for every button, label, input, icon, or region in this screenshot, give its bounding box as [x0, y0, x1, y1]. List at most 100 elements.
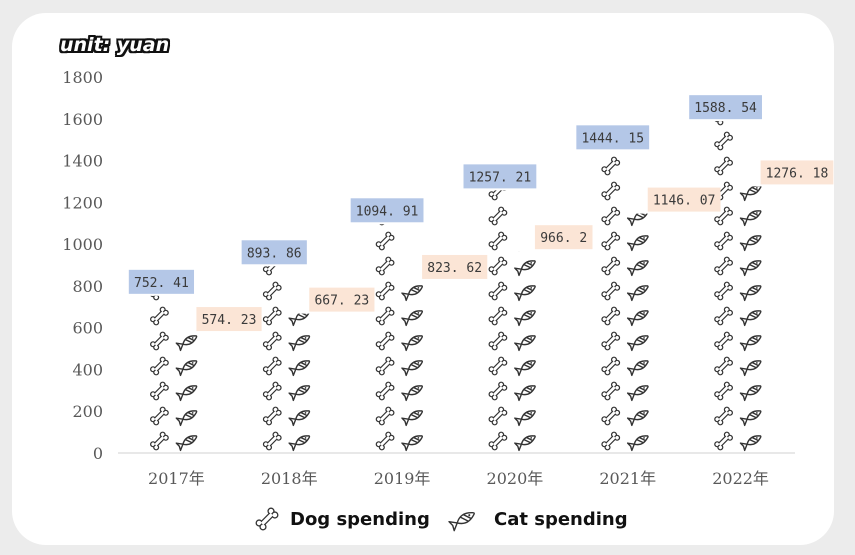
x-tick-label: 2021年: [599, 469, 656, 488]
x-axis: 2017年 2018年 2019年 2020年 2021年 2022年: [118, 452, 795, 488]
fish-icon: [514, 360, 536, 377]
y-tick-label: 1200: [62, 193, 103, 212]
bone-icon: [375, 306, 395, 326]
bone-icon: [714, 256, 733, 276]
bone-icon: [488, 431, 508, 451]
bone-icon: [488, 190, 508, 201]
fish-icon: [448, 511, 475, 532]
fish-icon: [288, 385, 311, 402]
fish-icon: [175, 435, 198, 452]
bone-icon: [150, 431, 169, 451]
fish-icon: [175, 410, 198, 427]
y-tick-label: 1600: [62, 110, 103, 129]
bone-icon: [150, 306, 169, 326]
fish-icon: [739, 435, 762, 452]
bone-icon: [488, 231, 508, 251]
y-tick-label: 200: [72, 402, 103, 421]
bone-icon: [601, 281, 621, 301]
fish-icon: [739, 410, 762, 427]
fish-icon: [401, 410, 424, 427]
fish-icon: [401, 385, 424, 402]
fish-icon: [401, 360, 424, 377]
y-axis: 0 200 400 600 800 1000 1200 1400 1600 1800: [62, 68, 103, 463]
data-label: 823. 62: [427, 261, 482, 276]
fish-icon: [739, 385, 762, 402]
bone-icon: [488, 306, 508, 326]
data-label-bg: [534, 225, 593, 250]
bone-icon: [601, 331, 621, 351]
bone-icon: [375, 406, 395, 426]
fish-icon: [401, 310, 424, 327]
data-label: 752. 41: [134, 276, 189, 291]
data-label-bg: [241, 240, 307, 265]
fish-icon: [175, 385, 198, 402]
fish-icon: [288, 360, 311, 377]
bone-icon: [488, 206, 508, 226]
x-tick-label: 2022年: [712, 469, 769, 488]
fish-icon: [288, 313, 311, 327]
data-label-bg: [350, 198, 424, 223]
unit-label: unit: yuan: [60, 34, 170, 56]
fish-icon: [626, 260, 649, 277]
bone-icon: [714, 306, 733, 326]
bone-icon: [488, 331, 508, 351]
bone-icon: [601, 181, 621, 201]
fish-icon: [739, 235, 762, 252]
bone-icon: [150, 331, 169, 351]
x-tick-label: 2018年: [261, 469, 318, 488]
data-label: 1276. 18: [766, 166, 829, 181]
y-tick-label: 400: [72, 360, 103, 379]
bone-icon: [255, 507, 279, 531]
data-label: 1588. 54: [694, 101, 757, 116]
fish-icon: [401, 435, 424, 452]
bone-icon: [375, 431, 395, 451]
data-label-bg: [309, 287, 375, 312]
legend: Dog spending Cat spending: [0, 502, 855, 536]
dog-bar: [262, 266, 282, 451]
fish-icon: [626, 385, 649, 402]
bone-icon: [714, 331, 733, 351]
dog-bar: [375, 224, 395, 451]
fish-icon: [739, 260, 762, 277]
data-label-bg: [128, 269, 195, 294]
bone-icon: [150, 381, 169, 401]
bone-icon: [262, 381, 282, 401]
fish-icon: [739, 310, 762, 327]
fish-icon: [626, 310, 649, 327]
bone-icon: [714, 121, 731, 126]
bone-icon: [262, 306, 282, 326]
fish-icon: [739, 335, 762, 352]
fish-icon: [739, 285, 762, 302]
y-tick-label: 800: [72, 277, 103, 296]
cat-bar: [514, 233, 537, 452]
bone-icon: [488, 356, 508, 376]
data-label-bg: [463, 164, 537, 189]
legend-item-cat: Cat spending: [444, 502, 628, 536]
data-label: 1094. 91: [356, 204, 419, 219]
fish-icon: [739, 210, 762, 227]
data-label-bg: [196, 307, 262, 332]
bone-icon: [262, 356, 282, 376]
bone-icon: [601, 306, 621, 326]
x-tick-label: 2019年: [374, 469, 431, 488]
fish-icon: [401, 335, 424, 352]
cat-bar: [175, 335, 198, 452]
data-label: 966. 2: [540, 231, 587, 246]
legend-item-dog: Dog spending: [250, 502, 430, 536]
bone-icon: [262, 331, 282, 351]
y-tick-label: 600: [72, 319, 103, 338]
bone-icon: [714, 356, 733, 376]
bone-icon: [714, 206, 733, 226]
data-label: 1444. 15: [581, 131, 644, 146]
dog-bar: [150, 295, 169, 451]
bone-icon: [375, 281, 395, 301]
data-label-bg: [689, 95, 762, 120]
legend-label-cat: Cat spending: [494, 508, 628, 530]
data-label-bg: [576, 125, 650, 150]
bone-icon: [601, 356, 621, 376]
data-label: 1146. 07: [653, 194, 716, 209]
bone-icon: [601, 231, 621, 251]
fish-icon: [626, 285, 649, 302]
cat-bar: [739, 186, 762, 452]
fish-icon: [515, 233, 537, 251]
